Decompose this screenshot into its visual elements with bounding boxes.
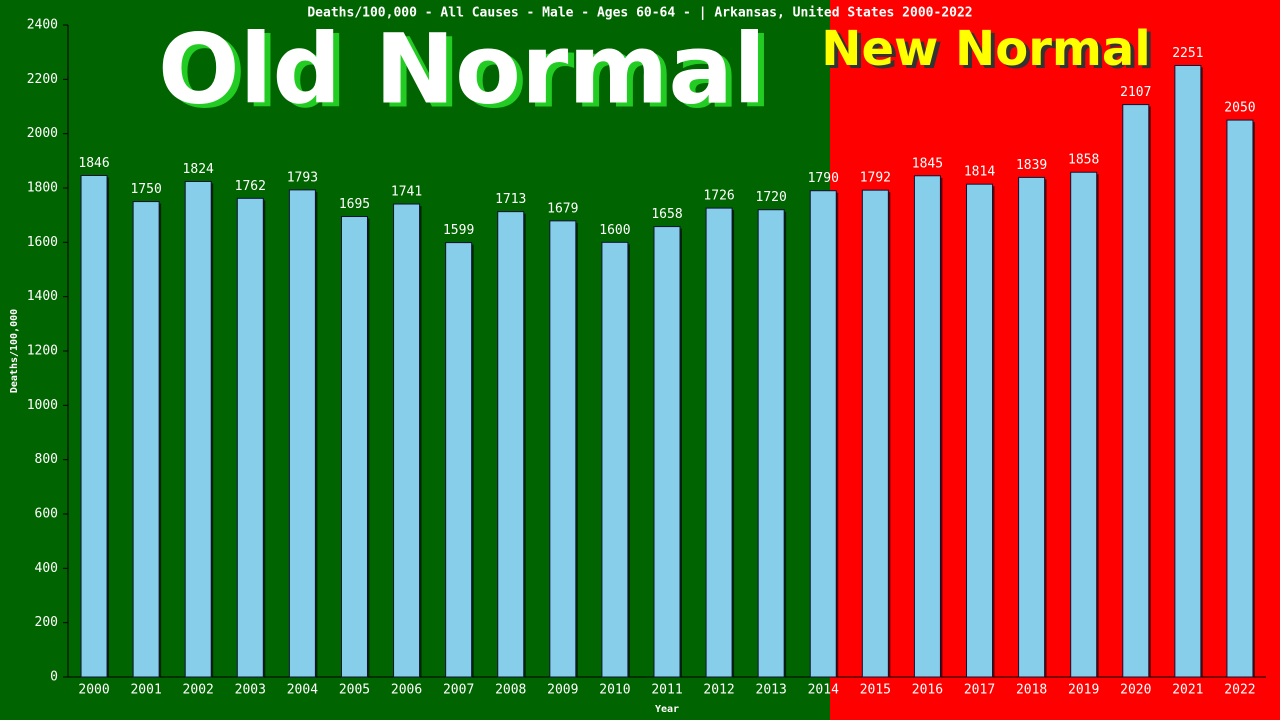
y-tick-label: 800: [35, 452, 58, 467]
bar: [861, 189, 889, 678]
x-axis-label: Year: [655, 704, 679, 715]
annotation-shadow: Old Normal: [164, 17, 772, 129]
value-label: 1845: [912, 156, 943, 171]
x-tick-label: 2000: [78, 683, 109, 698]
value-label: 1741: [391, 185, 422, 200]
bar: [913, 175, 941, 678]
y-tick-label: 600: [35, 507, 58, 522]
bar: [757, 209, 785, 678]
x-tick-label: 2005: [339, 683, 370, 698]
y-tick-label: 2000: [27, 126, 58, 141]
y-tick-label: 0: [50, 670, 58, 685]
bar: [601, 241, 629, 678]
bar: [184, 180, 212, 678]
x-tick-label: 2004: [287, 683, 318, 698]
bar: [340, 216, 368, 678]
value-label: 1750: [130, 182, 161, 197]
x-tick-label: 2002: [183, 683, 214, 698]
x-tick-label: 2007: [443, 683, 474, 698]
value-label: 2107: [1120, 85, 1151, 100]
annotation: New Normal: [821, 21, 1150, 77]
value-label: 1679: [547, 201, 578, 216]
value-label: 1839: [1016, 158, 1047, 173]
bar: [497, 211, 525, 678]
bar: [393, 203, 421, 678]
value-label: 1600: [599, 223, 630, 238]
value-label: 1726: [703, 189, 734, 204]
y-tick-label: 2400: [27, 18, 58, 33]
y-tick-label: 1600: [27, 235, 58, 250]
value-label: 1713: [495, 192, 526, 207]
value-label: 1858: [1068, 153, 1099, 168]
value-label: 1824: [183, 162, 214, 177]
value-label: 2050: [1224, 101, 1255, 116]
y-tick-label: 2200: [27, 72, 58, 87]
value-label: 1814: [964, 165, 995, 180]
x-tick-label: 2010: [599, 683, 630, 698]
value-label: 1762: [235, 179, 266, 194]
x-tick-label: 2019: [1068, 683, 1099, 698]
x-tick-label: 2006: [391, 683, 422, 698]
bar: [1174, 64, 1202, 678]
x-tick-label: 2020: [1120, 683, 1151, 698]
y-tick-label: 200: [35, 615, 58, 630]
value-label: 2251: [1172, 46, 1203, 61]
x-tick-label: 2018: [1016, 683, 1047, 698]
bar: [80, 175, 108, 678]
y-tick-label: 1200: [27, 344, 58, 359]
y-axis-label: Deaths/100,000: [9, 309, 20, 393]
x-tick-label: 2015: [860, 683, 891, 698]
bar: [966, 183, 994, 678]
annotation-shadow: New Normal: [825, 24, 1154, 80]
value-label: 1846: [78, 156, 109, 171]
value-label: 1793: [287, 170, 318, 185]
annotation: Old Normal: [158, 13, 766, 125]
x-tick-label: 2009: [547, 683, 578, 698]
value-label: 1792: [860, 171, 891, 186]
bar: [1018, 176, 1046, 678]
x-tick-label: 2013: [756, 683, 787, 698]
bar: [132, 201, 160, 678]
x-tick-label: 2022: [1224, 683, 1255, 698]
bar: [549, 220, 577, 678]
bar: [705, 207, 733, 678]
y-tick-label: 1800: [27, 181, 58, 196]
bar: [288, 189, 316, 678]
x-tick-label: 2021: [1172, 683, 1203, 698]
x-tick-label: 2014: [808, 683, 839, 698]
x-tick-label: 2001: [130, 683, 161, 698]
y-tick-label: 400: [35, 561, 58, 576]
new-normal-region: [830, 0, 1280, 720]
bar: [1070, 171, 1098, 678]
x-tick-label: 2016: [912, 683, 943, 698]
x-tick-label: 2011: [651, 683, 682, 698]
bar: [445, 242, 473, 678]
bar: [653, 226, 681, 678]
value-label: 1720: [756, 190, 787, 205]
value-label: 1599: [443, 223, 474, 238]
bar: [1122, 104, 1150, 678]
x-tick-label: 2017: [964, 683, 995, 698]
value-label: 1790: [808, 171, 839, 186]
value-label: 1695: [339, 197, 370, 212]
y-tick-label: 1000: [27, 398, 58, 413]
x-tick-label: 2012: [703, 683, 734, 698]
bar: [236, 197, 264, 678]
x-tick-label: 2003: [235, 683, 266, 698]
bar: [809, 190, 837, 678]
y-tick-label: 1400: [27, 289, 58, 304]
chart-title: Deaths/100,000 - All Causes - Male - Age…: [307, 6, 972, 21]
x-tick-label: 2008: [495, 683, 526, 698]
value-label: 1658: [651, 207, 682, 222]
bar: [1226, 119, 1254, 678]
